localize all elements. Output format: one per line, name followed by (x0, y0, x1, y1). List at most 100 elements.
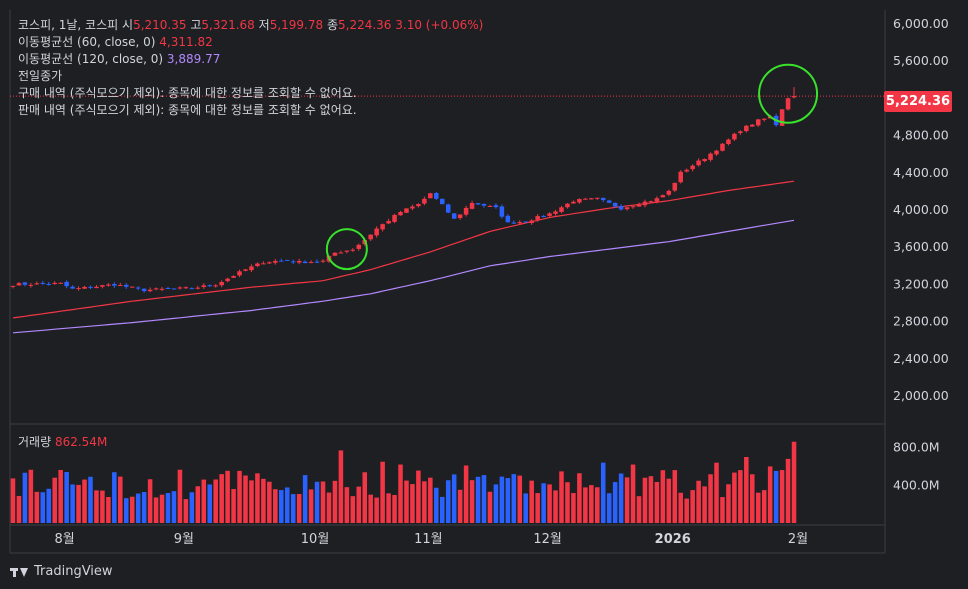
candle-body (398, 212, 403, 216)
candle-body (82, 286, 87, 289)
volume-bars[interactable] (10, 441, 797, 523)
volume-legend[interactable]: 거래량 862.54M (18, 433, 107, 450)
candle-body (392, 214, 397, 222)
candle-body (94, 286, 99, 289)
candle-body (40, 282, 46, 284)
candle-body (469, 202, 475, 209)
volume-bar (129, 496, 135, 523)
ma120-row[interactable]: 이동평균선 (120, close, 0) 3,889.77 (18, 51, 483, 68)
candle-body (529, 220, 534, 224)
volume-bar (416, 470, 421, 523)
candle-body (64, 281, 69, 287)
volume-bar (64, 471, 69, 523)
volume-bar (684, 498, 689, 523)
axes: 6,000.005,600.005,200.004,800.004,400.00… (55, 16, 949, 547)
candle-body (714, 150, 719, 155)
ma60-row[interactable]: 이동평균선 (60, close, 0) 4,311.82 (18, 34, 483, 51)
volume-bar (22, 472, 28, 523)
volume-bar (618, 473, 624, 523)
price-tick-label: 3,200.00 (893, 276, 949, 291)
volume-bar (547, 484, 552, 523)
candle-body (76, 288, 81, 290)
candle-body (487, 205, 493, 207)
candle-body (445, 204, 451, 213)
volume-bar (147, 479, 153, 523)
volume-bar (475, 476, 481, 523)
volume-bar (690, 490, 695, 523)
volume-bar (654, 481, 660, 523)
candle-body (344, 250, 350, 252)
volume-bar (761, 490, 767, 523)
volume-bar (225, 470, 230, 523)
candle-body (386, 221, 391, 224)
candle-body (535, 216, 540, 220)
candle-body (129, 286, 135, 288)
candle-body (207, 285, 212, 287)
volume-bar (791, 441, 797, 523)
volume-bar (255, 473, 260, 523)
candle-body (517, 222, 523, 224)
candle-body (523, 221, 528, 223)
candle-body (541, 215, 546, 217)
candle-body (34, 283, 40, 285)
volume-bar (457, 489, 463, 523)
volume-bar (612, 482, 618, 523)
volume-bar (589, 485, 594, 523)
volume-bar (40, 492, 46, 523)
candle-body (463, 207, 469, 215)
candle-body (434, 192, 439, 199)
volume-bar (118, 476, 123, 523)
symbol-label: 코스피, 1날, 코스피 (18, 18, 119, 32)
candle-body (320, 260, 326, 262)
volume-bar (10, 478, 16, 523)
candle-body (439, 198, 445, 205)
volume-value: 862.54M (54, 435, 108, 449)
tradingview-branding[interactable]: TradingView (10, 564, 113, 579)
volume-bar (404, 480, 409, 523)
candle-body (732, 133, 737, 140)
candle-body (416, 204, 421, 207)
candle-body (702, 158, 707, 162)
time-tick-label: 12월 (533, 532, 562, 547)
low-label: 저 (258, 18, 270, 32)
candle-body (368, 234, 373, 240)
volume-bar (517, 475, 523, 523)
candle-body (720, 143, 725, 151)
volume-bar (523, 493, 528, 523)
volume-bar (577, 473, 582, 523)
price-tick-label: 2,400.00 (893, 351, 949, 366)
chart-legend: 코스피, 1날, 코스피 시5,210.35 고5,321.68 저5,199.… (18, 17, 483, 119)
volume-bar (100, 490, 105, 523)
volume-bar (290, 494, 296, 523)
volume-bar (165, 492, 171, 523)
candle-body (213, 285, 218, 287)
candle-body (284, 259, 290, 261)
candle-body (744, 125, 749, 132)
candle-body (88, 286, 93, 288)
candle-body (589, 198, 594, 200)
candle-body (642, 201, 648, 206)
highlight-markers (325, 63, 819, 271)
volume-bar (350, 496, 356, 523)
volume-bar (368, 494, 373, 523)
candle-body (123, 284, 129, 287)
price-tick-label: 3,600.00 (893, 239, 949, 254)
candle-body (195, 287, 201, 289)
candle-body (249, 266, 254, 271)
candle-body (511, 222, 517, 224)
close-value: 5,224.36 (338, 18, 392, 32)
prev-close-row[interactable]: 전일종가 (18, 68, 483, 85)
volume-bar (308, 489, 314, 523)
candle-body (553, 211, 558, 214)
volume-bar (571, 493, 576, 523)
volume-bar (428, 477, 433, 523)
volume-bar (672, 470, 678, 523)
candle-body (481, 203, 487, 206)
volume-label: 거래량 (18, 435, 52, 449)
ohlc-row[interactable]: 코스피, 1날, 코스피 시5,210.35 고5,321.68 저5,199.… (18, 17, 483, 34)
volume-bar (135, 493, 141, 523)
volume-bar (726, 484, 731, 523)
candle-body (171, 288, 177, 290)
moving-averages (12, 180, 795, 334)
